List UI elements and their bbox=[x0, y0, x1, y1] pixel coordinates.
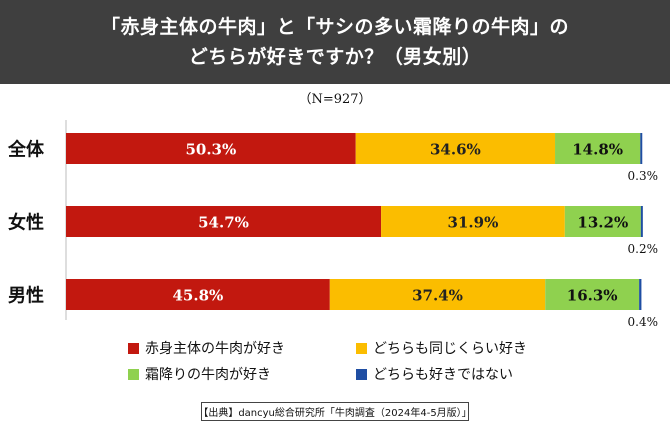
legend-swatch-both bbox=[356, 342, 367, 354]
bar-all-both bbox=[355, 133, 556, 164]
data-label-male-both: 37.4% bbox=[412, 287, 463, 305]
data-label-all-both: 34.6% bbox=[430, 141, 481, 159]
bar-male-shimofuri bbox=[545, 279, 640, 310]
category-label-male: 男性 bbox=[8, 285, 44, 307]
legend-item-shimofuri: 霜降りの牛肉が好き bbox=[128, 364, 356, 384]
data-label-female-shimofuri: 13.2% bbox=[577, 214, 628, 232]
legend-label-both: どちらも同じくらい好き bbox=[373, 341, 527, 357]
chart-title-line2: どちらが好きですか？（男女別） bbox=[188, 46, 482, 68]
data-label-male-shimofuri: 16.3% bbox=[567, 287, 618, 305]
legend-swatch-akami bbox=[128, 342, 139, 354]
chart-title-line1: 「赤身主体の牛肉」と「サシの多い霜降りの牛肉」の bbox=[100, 16, 569, 38]
bar-all-neither bbox=[640, 133, 643, 164]
legend-item-akami: 赤身主体の牛肉が好き bbox=[128, 338, 356, 358]
legend-label-shimofuri: 霜降りの牛肉が好き bbox=[145, 367, 271, 383]
data-label-all-shimofuri: 14.8% bbox=[572, 141, 623, 159]
bar-all-shimofuri bbox=[555, 133, 641, 164]
category-label-all: 全体 bbox=[7, 139, 45, 161]
source-note: 【出典】dancyu総合研究所「牛肉調査（2024年4-5月版）」 bbox=[198, 402, 472, 421]
data-label-male-akami: 45.8% bbox=[173, 287, 224, 305]
category-label-female: 女性 bbox=[8, 212, 44, 234]
bar-female-akami bbox=[66, 206, 382, 237]
data-label-all-akami: 50.3% bbox=[185, 141, 236, 159]
bar-male-both bbox=[329, 279, 546, 310]
data-label-female-neither: 0.2% bbox=[628, 242, 659, 256]
sample-size-note: （N=927） bbox=[298, 92, 372, 107]
bars-group: 全体 50.3% 34.6% 14.8%0.3%女性 54.7% 31.9% 13.2%0.… bbox=[7, 133, 658, 329]
data-label-all-neither: 0.3% bbox=[628, 169, 659, 183]
legend-swatch-neither bbox=[356, 368, 367, 380]
legend-item-both: どちらも同じくらい好き bbox=[356, 338, 596, 358]
bar-female-neither bbox=[640, 206, 643, 237]
data-label-male-neither: 0.4% bbox=[628, 315, 659, 329]
data-label-female-both: 31.9% bbox=[448, 214, 499, 232]
title-band: 「赤身主体の牛肉」と「サシの多い霜降りの牛肉」の どちらが好きですか？（男女別） bbox=[0, 0, 670, 84]
bar-all-akami bbox=[66, 133, 356, 164]
data-label-female-akami: 54.7% bbox=[198, 214, 249, 232]
legend-label-akami: 赤身主体の牛肉が好き bbox=[145, 341, 285, 357]
bar-female-both bbox=[381, 206, 565, 237]
legend-swatch-shimofuri bbox=[128, 368, 139, 380]
bar-female-shimofuri bbox=[564, 206, 641, 237]
legend: 赤身主体の牛肉が好き どちらも同じくらい好き 霜降りの牛肉が好き どちらも好きで… bbox=[128, 338, 598, 384]
legend-label-neither: どちらも好きではない bbox=[373, 367, 513, 383]
legend-item-neither: どちらも好きではない bbox=[356, 364, 596, 384]
bar-male-neither bbox=[639, 279, 642, 310]
bar-male-akami bbox=[66, 279, 330, 310]
